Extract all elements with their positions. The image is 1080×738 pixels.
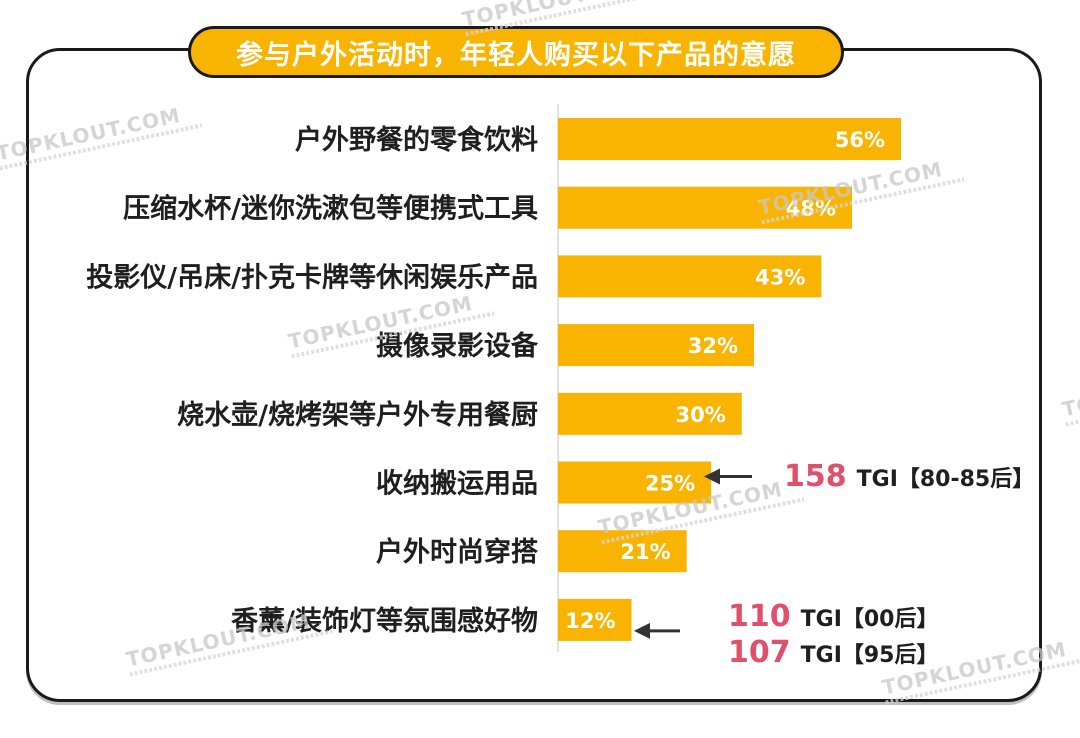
arrow-left-icon: [634, 622, 650, 639]
tgi-value: 110: [728, 599, 791, 634]
category-label: 压缩水杯/迷你洗漱包等便携式工具: [123, 193, 538, 225]
bar-value-label: 43%: [755, 265, 805, 289]
bar-value-label: 30%: [675, 403, 725, 427]
chart-title: 参与户外活动时，年轻人购买以下产品的意愿: [188, 26, 844, 78]
bar: [558, 255, 822, 298]
tgi-annotation: 107 TGI【95后】: [728, 635, 939, 670]
tgi-value: 158: [784, 459, 847, 494]
tgi-value: 107: [728, 635, 791, 670]
bar-value-label: 21%: [620, 540, 670, 564]
category-label: 烧水壶/烧烤架等户外专用餐厨: [177, 399, 538, 431]
bar-value-label: 56%: [835, 128, 885, 152]
category-label: 投影仪/吊床/扑克卡牌等休闲娱乐产品: [86, 261, 538, 293]
tgi-label: TGI【95后】: [801, 643, 939, 668]
bar: [558, 598, 632, 641]
bar-value-label: 32%: [688, 334, 738, 358]
category-label: 户外时尚穿搭: [376, 536, 538, 568]
category-label: 户外野餐的零食饮料: [295, 124, 538, 156]
tgi-label: TGI【00后】: [801, 607, 939, 632]
tgi-annotation: 110 TGI【00后】: [728, 599, 939, 634]
tgi-annotation: 158 TGI【80-85后】: [784, 459, 1034, 494]
bar: [558, 118, 901, 160]
bar: [558, 324, 754, 367]
bar: [558, 392, 742, 435]
tgi-label: TGI【80-85后】: [857, 467, 1035, 492]
bar-value-label: 12%: [565, 609, 615, 633]
bar-value-label: 25%: [645, 472, 695, 496]
category-label: 摄像录影设备: [376, 331, 539, 362]
arrow-left-icon: [704, 468, 720, 485]
category-label: 收纳搬运用品: [376, 468, 538, 500]
